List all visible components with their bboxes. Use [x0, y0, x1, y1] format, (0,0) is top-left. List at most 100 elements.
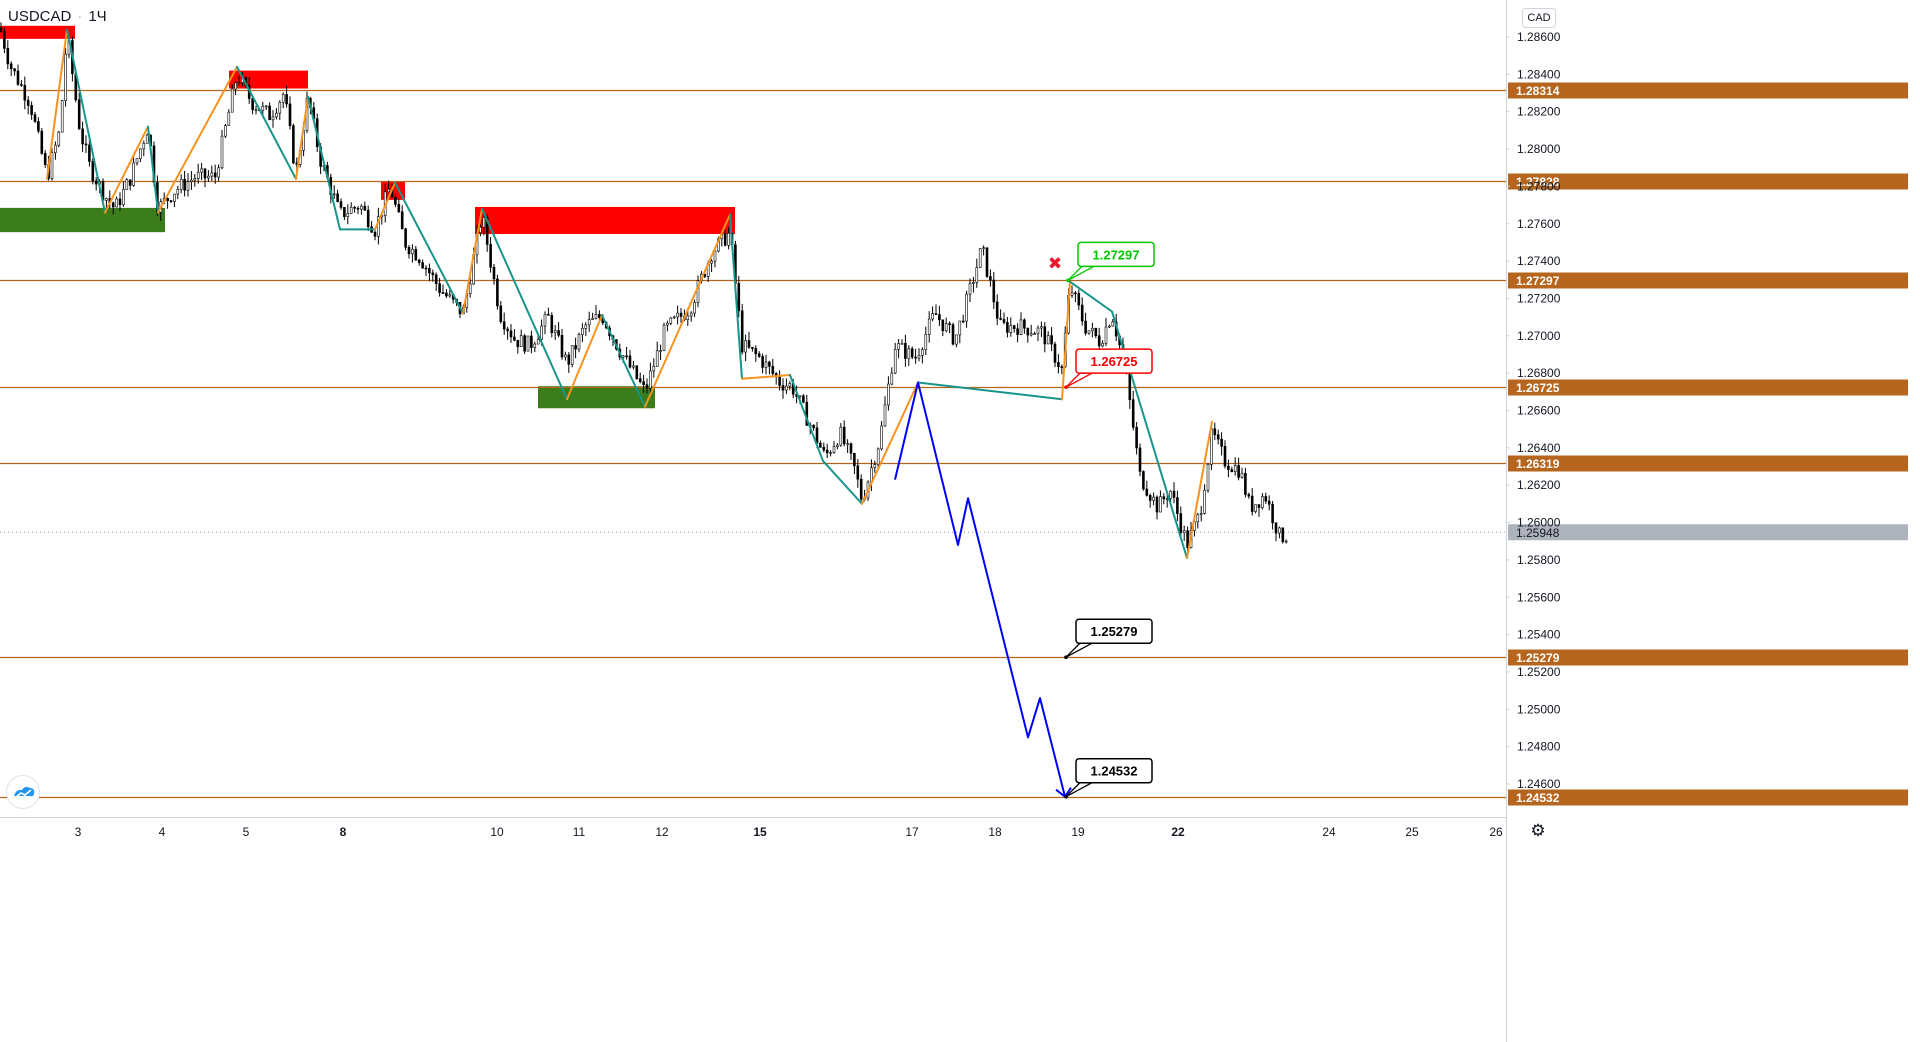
candle-body — [536, 338, 540, 345]
candle-body — [200, 168, 203, 173]
candle-body — [771, 366, 775, 374]
candle-body — [1247, 494, 1251, 497]
candle-body — [516, 339, 520, 348]
candle-body — [859, 478, 863, 500]
tradingview-logo-icon[interactable] — [7, 776, 39, 808]
candle-body — [625, 355, 628, 358]
candle-body — [0, 27, 3, 32]
symbol-name: USDCAD — [8, 8, 72, 25]
candle-body — [1271, 503, 1274, 524]
currency-badge[interactable]: CAD — [1522, 8, 1556, 28]
candle-body — [934, 313, 938, 315]
callout-anchor — [1064, 794, 1068, 799]
candle-body — [931, 313, 934, 320]
zigzag-down-segment — [394, 181, 464, 315]
candle-body — [264, 105, 268, 108]
candle-body — [492, 266, 496, 280]
candle-body — [849, 443, 853, 454]
zigzag-down-segment — [789, 374, 824, 462]
candle-body — [1169, 490, 1172, 499]
title-separator: · — [77, 8, 83, 25]
candle-body — [978, 248, 982, 268]
candle-body — [887, 383, 890, 406]
zigzag-down-segment — [601, 314, 646, 408]
candle-body — [1233, 465, 1237, 472]
candle-body — [210, 172, 214, 177]
candle-body — [924, 334, 928, 351]
candle-body — [917, 355, 921, 359]
candle-body — [128, 179, 132, 186]
candle-body — [1257, 504, 1261, 508]
candle-body — [584, 324, 588, 329]
candle-body — [676, 312, 679, 318]
candle-body — [1111, 321, 1115, 327]
candle-body — [407, 247, 411, 255]
candle-body — [424, 267, 428, 270]
candle-body — [496, 278, 499, 307]
candle-body — [366, 209, 370, 228]
y-tick-label: 1.24600 — [1517, 777, 1561, 791]
candle-body — [404, 228, 407, 248]
candle-body — [632, 365, 635, 368]
candle-body — [543, 313, 547, 327]
zigzag-down-segment — [481, 207, 568, 401]
last-price-label-bg — [1508, 524, 1908, 541]
candle-body — [754, 348, 758, 355]
candle-body — [876, 448, 880, 465]
candle-body — [360, 205, 363, 210]
candle-body — [1053, 343, 1057, 363]
candle-body — [679, 312, 683, 317]
candle-body — [227, 111, 231, 126]
zigzag-up-segment — [566, 314, 603, 401]
candle-body — [723, 233, 727, 246]
level-label: 1.26725 — [1516, 381, 1560, 395]
candle-body — [992, 279, 996, 303]
candle-body — [893, 349, 897, 374]
candle-body — [788, 383, 792, 387]
y-tick-label: 1.26200 — [1517, 478, 1561, 492]
y-tick-label: 1.26000 — [1517, 516, 1561, 530]
candle-body — [506, 328, 509, 332]
candle-body — [26, 99, 30, 106]
candle-body — [958, 320, 962, 336]
candle-body — [278, 102, 282, 114]
candle-body — [951, 324, 955, 345]
price-callouts: 1.27297 1.26725 1.25279 1.24532 ✖ — [1048, 241, 1155, 799]
candle-body — [856, 465, 860, 480]
candle-body — [757, 353, 761, 357]
candle-body — [400, 211, 404, 230]
candle-body — [938, 314, 941, 321]
candle-body — [567, 354, 571, 365]
symbol-title[interactable]: USDCAD · 1Ч — [8, 8, 107, 25]
candle-body — [594, 314, 598, 319]
y-tick-label: 1.25600 — [1517, 590, 1561, 604]
candle-body — [513, 336, 516, 341]
interval-label: 1Ч — [88, 8, 107, 25]
candle-body — [995, 301, 999, 319]
candle-body — [519, 335, 523, 348]
candle-body — [230, 88, 234, 113]
candle-body — [581, 328, 584, 335]
candle-body — [713, 250, 717, 262]
x-tick-label: 3 — [75, 825, 82, 839]
candle-body — [523, 335, 526, 352]
candle-body — [564, 354, 567, 358]
candle-body — [1091, 328, 1094, 332]
level-label-bg — [1508, 272, 1908, 289]
candle-body — [642, 381, 645, 385]
candle-body — [560, 335, 564, 358]
candle-body — [825, 449, 829, 454]
callout-pointer — [1065, 372, 1093, 388]
candle-body — [1012, 325, 1016, 330]
candle-body — [598, 314, 601, 318]
candle-body — [553, 330, 557, 333]
x-tick-label: 15 — [753, 825, 767, 839]
candle-body — [275, 112, 278, 118]
gear-icon[interactable]: ⚙ — [1530, 821, 1546, 840]
candle-body — [271, 116, 275, 121]
candle-body — [1128, 371, 1132, 400]
projection-line — [894, 381, 1066, 797]
candle-body — [1135, 426, 1138, 449]
zigzag-down-segment — [147, 125, 159, 214]
